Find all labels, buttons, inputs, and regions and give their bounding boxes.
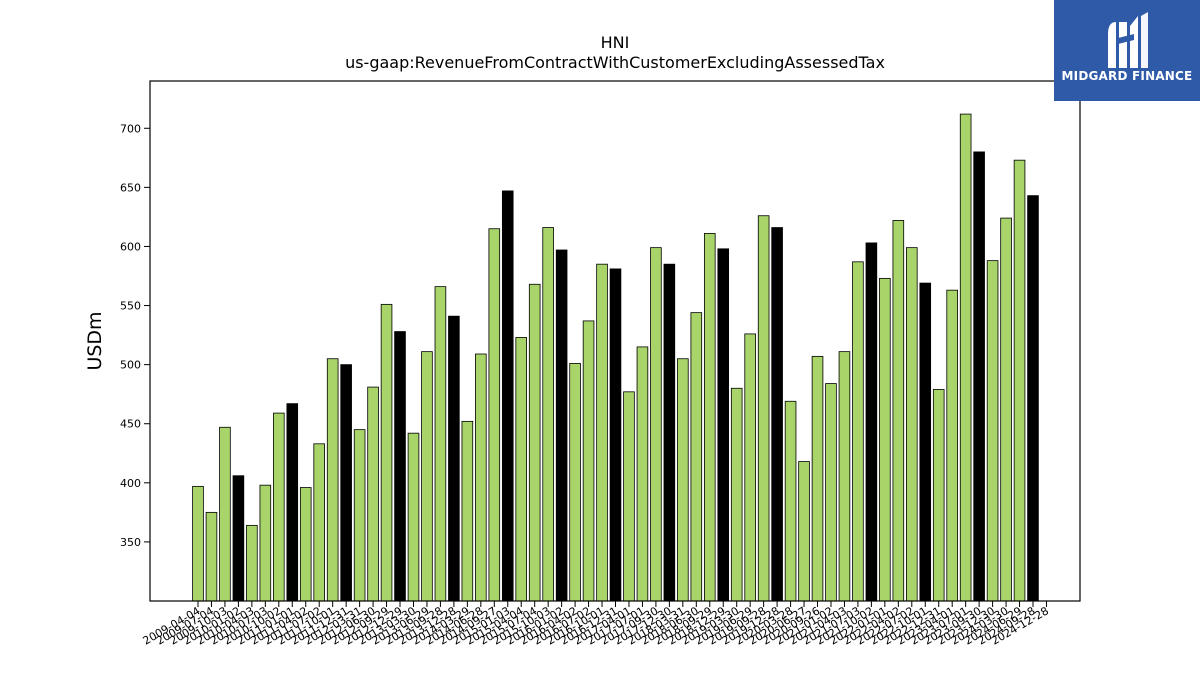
bar — [596, 263, 608, 602]
bar — [192, 485, 204, 602]
bar — [677, 358, 689, 602]
bar-group — [192, 113, 1039, 602]
bar — [609, 268, 622, 602]
bar — [784, 400, 797, 602]
bar — [636, 346, 649, 602]
chart-title: HNI — [601, 33, 630, 52]
bar — [246, 524, 258, 602]
bar — [569, 363, 581, 602]
bar — [811, 355, 824, 602]
bar — [1000, 217, 1012, 602]
chart-subtitle: us-gaap:RevenueFromContractWithCustomerE… — [345, 53, 885, 72]
bar — [313, 443, 325, 602]
bar — [623, 391, 635, 602]
bar — [367, 386, 379, 602]
bar — [663, 263, 676, 602]
bar — [461, 420, 474, 602]
bar — [407, 432, 420, 602]
bar — [717, 248, 730, 602]
bar — [582, 320, 595, 602]
bar — [421, 351, 433, 602]
bar — [488, 228, 501, 602]
y-tick-label: 550 — [120, 300, 141, 313]
y-tick-label: 600 — [120, 240, 141, 253]
bar — [703, 233, 716, 602]
bar — [528, 283, 541, 602]
y-tick-label: 700 — [120, 122, 141, 135]
bar — [919, 282, 932, 602]
bar — [865, 242, 878, 602]
bar — [744, 333, 756, 602]
midgard-logo-icon — [1108, 12, 1148, 68]
bar — [650, 247, 662, 602]
bar — [973, 151, 985, 602]
bar — [730, 387, 743, 602]
bar — [273, 412, 285, 602]
bar — [515, 337, 528, 602]
bar — [380, 303, 393, 602]
x-axis-ticks: 2009-04-042009-07-042009-10-032010-01-02… — [141, 601, 1051, 648]
y-tick-label: 450 — [120, 418, 141, 431]
bar — [326, 358, 339, 602]
bar — [219, 426, 231, 602]
bar — [771, 227, 783, 602]
bar — [232, 475, 245, 602]
brand-logo: MIDGARD FINANCE — [1054, 0, 1200, 101]
bar — [838, 351, 851, 602]
bar — [555, 249, 568, 602]
bar — [259, 484, 272, 602]
y-tick-label: 650 — [120, 181, 141, 194]
y-tick-label: 400 — [120, 477, 141, 490]
bar — [448, 315, 460, 602]
bar — [205, 511, 218, 602]
y-tick-label: 500 — [120, 359, 141, 372]
bar — [959, 113, 972, 602]
bar — [757, 215, 770, 602]
y-tick-label: 350 — [120, 536, 141, 549]
bar — [299, 487, 312, 602]
bar — [434, 286, 447, 602]
bar — [690, 312, 703, 602]
bar — [542, 227, 554, 602]
brand-name: MIDGARD FINANCE — [1061, 69, 1193, 83]
plot-frame — [149, 80, 1081, 602]
y-axis-ticks: 350 400 450 500 550 600 650 700 — [120, 122, 150, 549]
bar — [986, 260, 999, 602]
bar — [1013, 159, 1026, 602]
bar — [286, 403, 299, 602]
bar — [798, 461, 810, 602]
bar — [501, 190, 514, 602]
bar — [906, 247, 918, 602]
bar — [946, 289, 958, 602]
bar — [340, 364, 352, 602]
y-axis-label: USDm — [84, 311, 106, 370]
bar — [892, 220, 905, 602]
bar — [879, 277, 891, 602]
bar — [932, 389, 945, 602]
bar — [394, 331, 406, 602]
bar — [825, 383, 837, 602]
bar — [852, 261, 864, 602]
bar — [1027, 195, 1039, 602]
bar — [475, 353, 487, 602]
bar — [353, 429, 366, 602]
